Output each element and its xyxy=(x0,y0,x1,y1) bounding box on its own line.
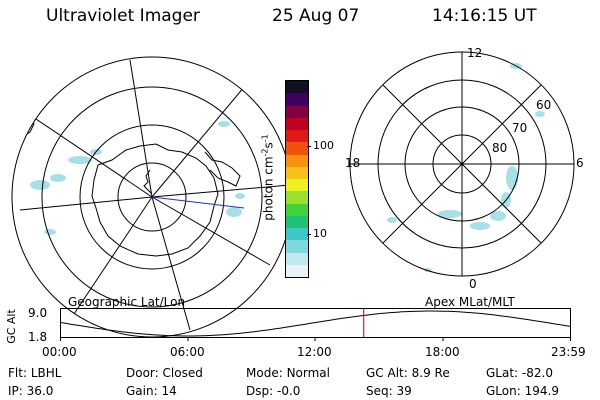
status-door: Door: Closed xyxy=(126,366,203,380)
timeline-x-tick-1200: 12:00 xyxy=(297,345,332,359)
colorbar-swatch xyxy=(286,93,308,106)
antarctica-coastline xyxy=(91,143,219,257)
colorbar-swatch xyxy=(286,117,308,130)
mlat-label-80: 80 xyxy=(492,141,508,155)
colorbar-swatch xyxy=(286,179,308,192)
colorbar-tick-100 xyxy=(307,146,311,147)
colorbar-swatch xyxy=(286,130,308,143)
header-time: 14:16:15 UT xyxy=(432,6,537,26)
timeline-x-tick-2359: 23:59 xyxy=(551,345,586,359)
colorbar-swatch xyxy=(286,240,308,253)
status-gcalt: GC Alt: 8.9 Re xyxy=(366,366,450,380)
colorbar-tick-label-10: 10 xyxy=(313,227,327,240)
colorbar-tick-10 xyxy=(307,234,311,235)
status-seq: Seq: 39 xyxy=(366,384,412,398)
status-gain: Gain: 14 xyxy=(126,384,177,398)
timeline-y-tick-min: 1.8 xyxy=(28,330,48,344)
meridian-lines xyxy=(19,59,291,331)
mlat-map-label: Apex MLat/MLT xyxy=(425,295,515,309)
antarctic-peninsula xyxy=(143,169,153,195)
africa-coastline xyxy=(204,151,241,187)
colorbar-swatch xyxy=(286,264,308,277)
colorbar-swatch xyxy=(286,81,308,94)
mlt-label-0: 0 xyxy=(469,277,477,291)
timeline-y-axis-label: GC Alt xyxy=(4,309,18,344)
unit-exp-1: -2 xyxy=(260,148,270,157)
colorbar-swatch xyxy=(286,203,308,216)
status-glat: GLat: -82.0 xyxy=(486,366,553,380)
altitude-timeline-plot xyxy=(60,308,571,341)
color-scale-bar xyxy=(285,80,309,278)
colorbar-swatch xyxy=(286,105,308,118)
colorbar-swatch xyxy=(286,252,308,265)
colorbar-swatch xyxy=(286,228,308,241)
timeline-x-ticks xyxy=(60,337,571,341)
timeline-x-tick-0600: 06:00 xyxy=(170,345,205,359)
status-flt: Flt: LBHL xyxy=(8,366,62,380)
unit-exp-2: -1 xyxy=(260,134,270,143)
aurora-emission-left xyxy=(30,121,245,235)
unit-base: photon cm xyxy=(261,156,276,221)
colorbar-tick-label-100: 100 xyxy=(313,139,334,152)
scan-track xyxy=(151,196,245,209)
mlt-label-6: 6 xyxy=(576,156,584,170)
mlt-label-18: 18 xyxy=(345,156,361,170)
geographic-map-content xyxy=(19,103,245,257)
mlt-lines xyxy=(350,52,574,276)
mlat-label-60: 60 xyxy=(536,98,552,112)
mlat-label-70: 70 xyxy=(512,121,528,135)
mlt-label-12: 12 xyxy=(467,46,483,60)
app-title: Ultraviolet Imager xyxy=(46,6,200,26)
unit-mid: s xyxy=(261,142,276,149)
orbit-altitude-curve xyxy=(60,310,571,337)
header-date: 25 Aug 07 xyxy=(272,6,360,26)
status-dsp: Dsp: -0.0 xyxy=(246,384,301,398)
colorbar-unit-label: photon cm-2s-1 xyxy=(261,118,276,238)
status-glon: GLon: 194.9 xyxy=(486,384,559,398)
colorbar-swatch xyxy=(286,215,308,228)
colorbar-swatch xyxy=(286,154,308,167)
colorbar-swatch xyxy=(286,191,308,204)
status-ip: IP: 36.0 xyxy=(8,384,54,398)
colorbar-swatch xyxy=(286,142,308,155)
timeline-x-tick-1800: 18:00 xyxy=(425,345,460,359)
status-mode: Mode: Normal xyxy=(246,366,330,380)
colorbar-swatch xyxy=(286,166,308,179)
timeline-y-tick-max: 9.0 xyxy=(28,306,48,320)
geographic-map-label: Geographic Lat/Lon xyxy=(68,295,186,309)
aurora-emission-right xyxy=(387,63,545,272)
timeline-x-tick-0000: 00:00 xyxy=(42,345,77,359)
